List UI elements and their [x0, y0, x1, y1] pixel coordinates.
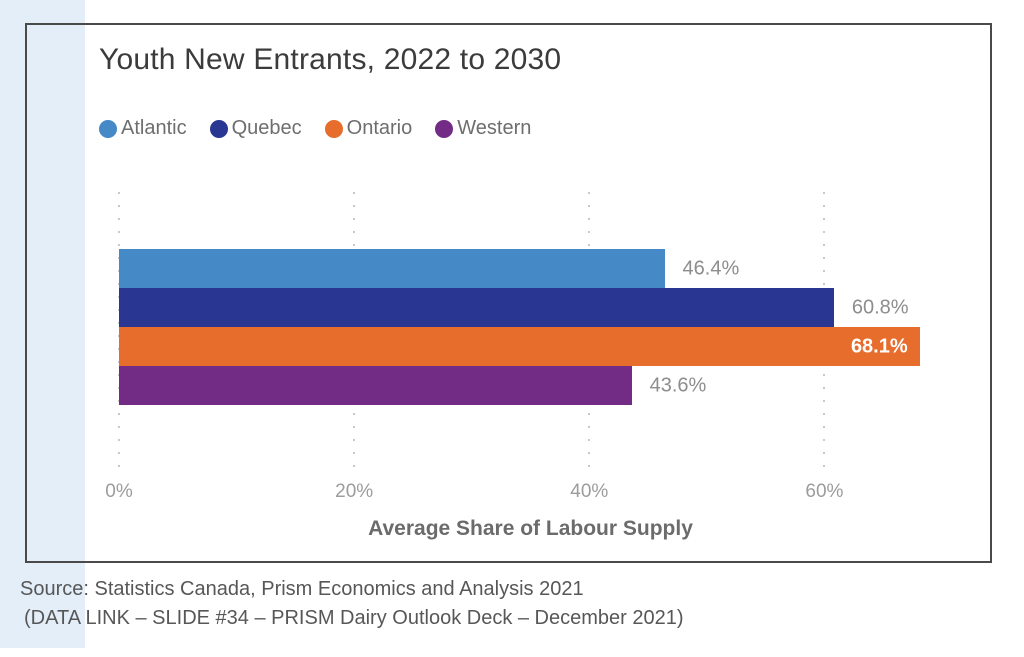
legend-dot-icon: [435, 119, 454, 138]
bar-quebec: 60.8%: [119, 288, 909, 327]
left-accent-stripe: [0, 0, 85, 648]
bar-value-label-quebec: 60.8%: [851, 296, 909, 318]
legend-label: Ontario: [346, 117, 413, 139]
bar-value-label-ontario: 68.1%: [850, 335, 908, 357]
legend-item-quebec: Quebec: [209, 117, 302, 140]
bar-western: 43.6%: [119, 366, 706, 405]
legend-item-atlantic: Atlantic: [99, 117, 187, 140]
x-tick-label-20: 20%: [335, 481, 374, 502]
bars-group: 46.4% 60.8% 68.1% 43.6%: [119, 249, 942, 405]
x-tick-label-60: 60%: [805, 481, 844, 502]
legend-item-western: Western: [435, 117, 531, 140]
chart-figure: Youth New Entrants, 2022 to 2030 Atlanti…: [25, 23, 992, 563]
plot-area: 46.4% 60.8% 68.1% 43.6%: [118, 192, 942, 473]
x-axis-ticks: 0% 20% 40% 60%: [105, 481, 942, 505]
source-line-1: Source: Statistics Canada, Prism Economi…: [20, 578, 584, 600]
bar-value-label-western: 43.6%: [649, 374, 707, 396]
x-axis-title: Average Share of Labour Supply: [368, 517, 693, 540]
bar-value-label-atlantic: 46.4%: [682, 257, 740, 279]
bar-atlantic: 46.4%: [119, 249, 739, 288]
legend-label: Atlantic: [121, 117, 187, 139]
legend-dot-icon: [324, 119, 343, 138]
legend-label: Quebec: [231, 117, 302, 139]
x-tick-label-40: 40%: [570, 481, 609, 502]
legend-item-ontario: Ontario: [324, 117, 413, 140]
source-line-2: (DATA LINK – SLIDE #34 – PRISM Dairy Out…: [24, 607, 684, 629]
bar-row-quebec: 60.8%: [119, 288, 942, 327]
chart-title: Youth New Entrants, 2022 to 2030: [99, 43, 562, 76]
chart-legend: Atlantic Quebec Ontario Western: [99, 117, 531, 140]
legend-dot-icon: [99, 119, 117, 138]
bar-row-western: 43.6%: [119, 366, 942, 405]
bar-ontario: 68.1%: [119, 327, 920, 366]
legend-dot-icon: [209, 119, 228, 138]
x-tick-label-0: 0%: [105, 481, 133, 502]
source-note: Source: Statistics Canada, Prism Economi…: [20, 575, 684, 633]
legend-label: Western: [457, 117, 532, 139]
bar-row-ontario: 68.1%: [119, 327, 942, 366]
bar-row-atlantic: 46.4%: [119, 249, 942, 288]
